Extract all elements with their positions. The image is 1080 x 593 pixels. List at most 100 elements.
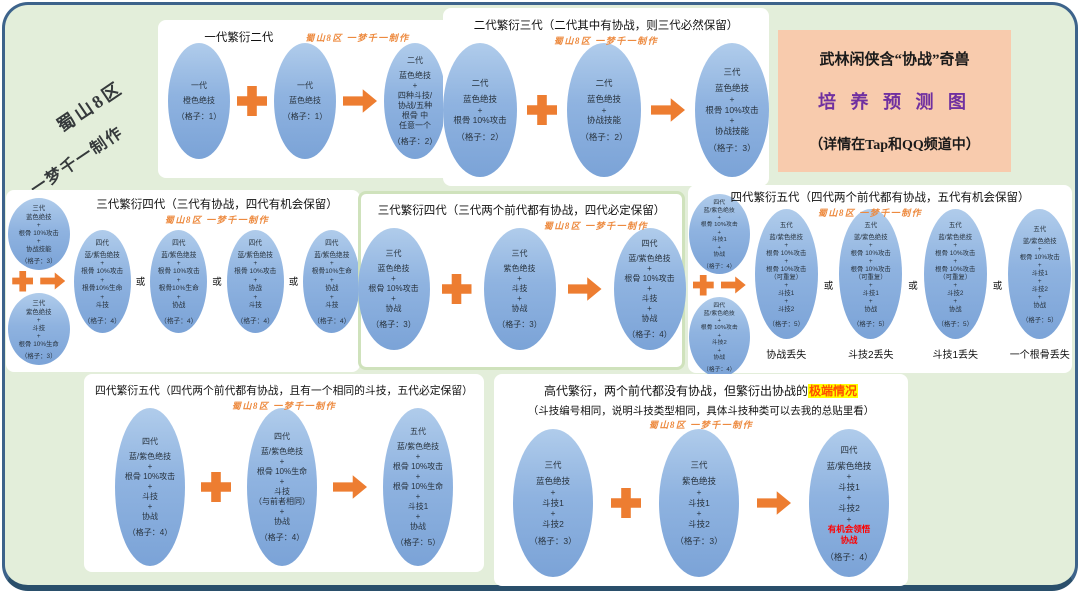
generation-label: 五代 [948, 222, 962, 229]
slot-label: （格子：4） [83, 318, 121, 326]
creature-ellipse: 三代 蓝色绝技 + 根骨 10%攻击 + 协战 （格子：3） [357, 228, 430, 350]
slot-label: （格子：3） [497, 320, 542, 329]
panel-gen3-to-gen4-chance: 三代繁衍四代（三代有协战，四代有机会保留） 蜀山8区 一梦千一制作 三代 蓝色绝技… [6, 190, 361, 372]
plus-arrow-row [12, 270, 66, 292]
slot-label: （格子：4） [627, 330, 672, 339]
arrow-right-icon [343, 89, 377, 113]
plus-icon [441, 274, 472, 304]
breeding-flow: 四代 蓝/紫色绝技 + 根骨 10%攻击 + 斗技 + 协战 （格子：4） 四代 蓝/紫… [84, 408, 484, 566]
generation-label: 四代 [274, 432, 290, 441]
generation-label: 二代 [595, 78, 613, 89]
panel-title: 三代繁衍四代（三代两个前代都有协战，四代必定保留） [377, 205, 666, 217]
plus-icon [611, 488, 641, 518]
traits-text: 蓝/紫色绝技 + 根骨 10%生命 + 斗技 （与前者相同） + 协战 [254, 447, 310, 526]
generation-label: 三代 [544, 460, 562, 471]
traits-text: 紫色绝技 + 斗技 + 协战 [503, 264, 536, 313]
chance-comprehend-text: 有机会领悟 协战 [827, 524, 871, 545]
traits-text: 蓝/紫色绝技 + 根骨 10%攻击 + 斗技2 + 协战 [700, 310, 738, 361]
slot-label: （格子：4） [259, 533, 305, 542]
creature-ellipse: 五代 蓝/紫色绝技 + 根骨 10%攻击 + 根骨 10%攻击 （可重复） + 斗… [754, 209, 818, 339]
arrow-right-icon [333, 475, 367, 499]
slot-label: （格子：3） [20, 352, 57, 360]
traits-text: 蓝色绝技 + 根骨 10%攻击 [453, 94, 507, 126]
breeding-flow: 三代 蓝色绝技 + 根骨 10%攻击 + 协战 （格子：3） 三代 紫色绝技 + 斗技 … [357, 228, 686, 350]
creature-ellipse: 五代蓝/紫色绝技 + 根骨 10%攻击 + 根骨 10%攻击 （可重复） + 斗… [923, 209, 987, 339]
traits-text: 紫色绝技 + 斗技 + 根骨 10%生命 [18, 308, 59, 348]
generation-label: 三代 [32, 204, 46, 212]
generation-label: 四代 [172, 239, 186, 247]
traits-text: 蓝色绝技 + 根骨 10%攻击 + 协战技能 [18, 213, 59, 253]
plus-icon [201, 472, 231, 502]
creature-ellipse: 二代 蓝色绝技 + 四种斗技/ 协战/五种 根骨 中 任意一个 （格子：2） [384, 43, 446, 159]
arrow-right-icon [757, 491, 791, 515]
watermark: 蜀山8区 一梦千一制作 [817, 208, 923, 218]
arrow-right-icon [651, 98, 685, 122]
result-option: 五代 蓝/紫色绝技 + 根骨 10%攻击 + 根骨 10%攻击 （可重复） + 斗… [754, 209, 818, 361]
plus-icon [692, 274, 714, 296]
creature-ellipse: 四代 蓝/紫色绝技 + 根骨 10%攻击 + 斗技2 + 协战 （格子：4） [688, 296, 750, 377]
creature-ellipse: 三代 蓝色绝技 + 根骨 10%攻击 + 协战技能 （格子：3） [7, 197, 70, 270]
author-credit: 蜀山8区 一梦千一制作 [10, 45, 170, 199]
slot-label: （格子：3） [675, 535, 723, 546]
panel-subtitle: （斗技编号相同，说明斗技类型相同，具体斗技种类可以去我的总贴里看） [527, 405, 875, 417]
plus-arrow-row [692, 274, 746, 296]
breeding-flow: 四代 蓝/紫色绝技 + 根骨 10%攻击 + 斗技1 + 协战 （格子：4） 四代 蓝/… [688, 185, 1072, 377]
or-label: 或 [992, 281, 1003, 292]
creature-ellipse: 四代蓝/紫色绝技 + 根骨 10%攻击 + 协战 + 斗技 （格子：4） [226, 229, 284, 333]
slot-label: （格子：5） [937, 321, 973, 328]
extreme-case-highlight: 极端情况 [808, 384, 859, 398]
creature-ellipse: 四代蓝/紫色绝技 + 根骨 10%生命 + 斗技 （与前者相同） + 协战 （格子… [247, 408, 317, 566]
generation-label: 三代 [723, 67, 741, 78]
generation-label: 五代 [864, 222, 878, 229]
creature-ellipse: 四代 蓝/紫色绝技 + 根骨 10%攻击 + 斗技 + 协战 （格子：4） [115, 408, 185, 566]
creature-ellipse: 三代 紫色绝技 + 斗技 + 根骨 10%生命 （格子：3） [7, 292, 70, 365]
plus-icon [237, 86, 267, 116]
traits-text: 蓝/紫色绝技 + 根骨 10%攻击 + 斗技 + 协战 [624, 254, 675, 323]
traits-text: 蓝色绝技 + 根骨 10%攻击 + 协战 [368, 264, 419, 313]
parent-stack: 四代 蓝/紫色绝技 + 根骨 10%攻击 + 斗技1 + 协战 （格子：4） 四代 蓝/… [688, 193, 750, 377]
generation-label: 四代 [248, 239, 262, 247]
loss-caption: 斗技2丢失 [847, 350, 894, 361]
panel-title: 二代繁衍三代（二代其中有协战，则三代必然保留） [473, 20, 739, 32]
slot-label: （格子：4） [236, 318, 274, 326]
creature-ellipse: 一代 橙色绝技 （格子：1） [168, 43, 230, 159]
traits-text: 紫色绝技 + 斗技1 + 斗技2 [681, 476, 716, 529]
generation-label: 五代 [779, 222, 793, 229]
poster-title: 培 养 预 测 图 [818, 92, 971, 113]
creature-ellipse: 四代 蓝/紫色绝技 + 根骨 10%攻击 + 根骨10%生命 + 协战 （格子：4） [150, 229, 208, 333]
slot-label: （格子：4） [127, 528, 173, 537]
traits-text: 蓝/紫色绝技 + 根骨 10%攻击 + 根骨 10%生命 + 斗技1 + 协战 [392, 442, 444, 531]
creature-ellipse: 四代 蓝/紫色绝技 + 根骨10%生命 + 协战 + 斗技 （格子：4） [303, 229, 361, 333]
traits-text: 蓝/紫色绝技 + 根骨10%生命 + 协战 + 斗技 [311, 251, 352, 309]
traits-text: 蓝色绝技 [289, 96, 321, 105]
panel-header: 二代繁衍三代（二代其中有协战，则三代必然保留） 蜀山8区 一梦千一制作 [443, 8, 769, 47]
slot-label: （格子：4） [160, 318, 198, 326]
loss-caption: 斗技1丢失 [932, 350, 979, 361]
watermark: 蜀山8区 一梦千一制作 [543, 221, 648, 231]
panel-gen4-to-gen5-guaranteed: 四代繁衍五代（四代两个前代都有协战，且有一个相同的斗技，五代必定保留） 蜀山8区… [84, 374, 484, 572]
generation-label: 四代 [142, 437, 158, 446]
panel-gen4-to-gen5-chance: 四代繁衍五代（四代两个前代都有协战，五代有机会保留） 蜀山8区 一梦千一制作 四… [688, 185, 1072, 377]
traits-text: 蓝/紫色绝技 + 斗技1 + 斗技2 + [826, 460, 872, 524]
panel-header: 四代繁衍五代（四代两个前代都有协战，五代有机会保留） 蜀山8区 一梦千一制作 [692, 188, 1068, 219]
generation-label: 五代 [410, 427, 426, 436]
traits-text: 蓝/紫色绝技 + 根骨 10%攻击 + 根骨 10%攻击 （可重复） + 斗技2… [935, 234, 976, 313]
generation-label: 一代 [297, 81, 313, 90]
creature-ellipse: 三代 紫色绝技 + 斗技 + 协战 （格子：3） [483, 228, 556, 350]
slot-label: （格子：3） [371, 320, 416, 329]
poster-subtitle: 武林闲侠含“协战”奇兽 [819, 51, 970, 68]
traits-text: 蓝/紫色绝技 + 根骨 10%攻击 + 协战 + 斗技 [234, 251, 277, 309]
creature-ellipse: 四代 蓝/紫色绝技 + 根骨 10%攻击 + 斗技1 + 协战 （格子：4） [688, 193, 750, 274]
slot-label: （格子：2） [580, 131, 628, 142]
panel-header: 三代繁衍四代（三代有协战，四代有机会保留） 蜀山8区 一梦千一制作 [78, 195, 356, 226]
creature-ellipse: 五代蓝/紫色绝技 + 根骨 10%攻击 + 根骨 10%生命 + 斗技1 + 协… [383, 408, 453, 566]
panel-header: 高代繁衍，两个前代都没有协战，但繁衍出协战的极端情况 （斗技编号相同，说明斗技类… [494, 374, 908, 431]
arrow-right-icon [40, 272, 66, 290]
slot-label: （格子：1） [176, 112, 222, 121]
creature-ellipse: 四代 蓝/紫色绝技 + 根骨 10%攻击 + 斗技 + 协战 （格子：4） [613, 228, 686, 350]
generation-label: 二代 [471, 78, 489, 89]
watermark: 蜀山8区 一梦千一制作 [231, 401, 337, 411]
panel-title: 三代繁衍四代（三代有协战，四代有机会保留） [96, 199, 338, 211]
slot-label: （格子：5） [768, 321, 804, 328]
watermark: 蜀山8区 一梦千一制作 [648, 420, 754, 430]
